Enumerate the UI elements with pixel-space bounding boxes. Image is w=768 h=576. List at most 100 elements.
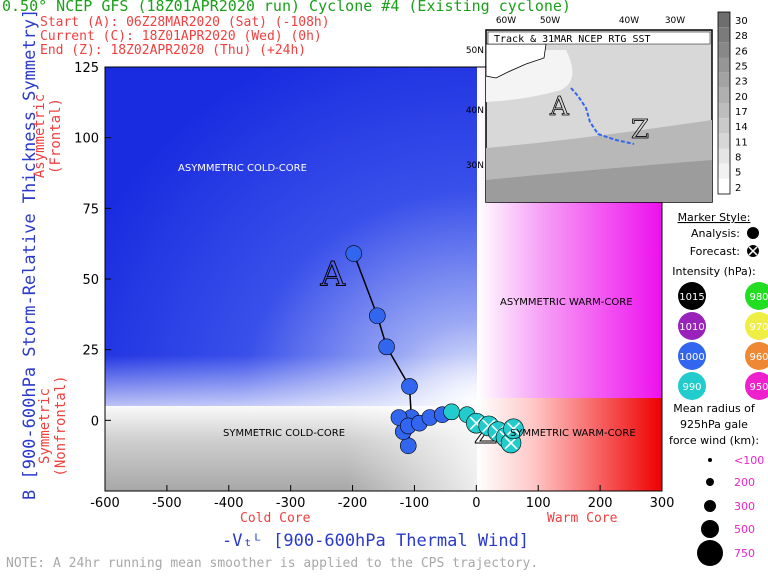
legend-intensity: Intensity (hPa):: [672, 265, 756, 278]
inset-lat-label: 30N: [466, 161, 484, 171]
legend-radius-value: 500: [734, 523, 755, 536]
colorbar-swatch: [718, 57, 730, 73]
x-tick-label: -300: [276, 496, 306, 511]
current-time-info: Current (C): 18Z01APR2020 (Wed) (0h): [40, 29, 322, 44]
inset-land: [485, 43, 547, 79]
legend-forecast-x: [748, 246, 758, 256]
colorbar-label: 11: [735, 137, 748, 148]
x-tick-label: -200: [338, 496, 368, 511]
y-tick-label: 0: [91, 414, 99, 429]
colorbar-swatch: [718, 148, 730, 164]
cold-core-label: Cold Core: [240, 511, 311, 526]
region-label-asym-cold: ASYMMETRIC COLD-CORE: [178, 163, 307, 174]
analysis-point: [399, 437, 417, 455]
region-label-sym-warm: SYMMETRIC WARM-CORE: [510, 428, 636, 439]
colorbar-swatch: [718, 72, 730, 88]
legend-intensity-swatch: [745, 312, 768, 340]
legend-intensity-swatch: [678, 342, 706, 370]
region-label-sym-cold: SYMMETRIC COLD-CORE: [223, 428, 346, 439]
inset-warmest-sst: [486, 160, 712, 202]
legend-radius-value: 300: [734, 500, 755, 513]
legend-intensity-value: 990: [682, 382, 701, 393]
y-tick-label: 25: [82, 344, 99, 359]
legend-intensity-value: 980: [749, 292, 768, 303]
colorbar-swatch: [718, 133, 730, 149]
y-tick-label: 50: [82, 273, 99, 288]
x-tick-label: -400: [214, 496, 244, 511]
colorbar-label: 8: [735, 153, 741, 164]
end-time-info: End (Z): 18Z02APR2020 (Thu) (+24h): [40, 43, 307, 58]
colorbar-label: 30: [735, 16, 748, 27]
smoother-note: NOTE: A 24hr running mean smoother is ap…: [6, 556, 539, 571]
asym-cold-fade: [105, 67, 477, 406]
x-axis-label: -Vₜᴸ [900-600hPa Thermal Wind]: [222, 531, 530, 551]
colorbar-swatch: [718, 163, 730, 179]
colorbar-swatch: [718, 12, 730, 28]
legend-analysis-icon: [747, 227, 759, 239]
colorbar-swatch: [718, 42, 730, 58]
legend-radius-value: <100: [734, 454, 764, 467]
inset-lon-label: 30W: [665, 16, 685, 26]
legend-marker-style: Marker Style:: [678, 211, 751, 224]
legend-intensity-swatch: [678, 312, 706, 340]
chart-title: 0.50° NCEP GFS (18Z01APR2020 run) Cyclon…: [2, 0, 571, 15]
inset-title: Track & 31MAR NCEP RTG SST: [494, 34, 651, 45]
legend-intensity-swatch: [745, 372, 768, 400]
legend-intensity-value: 960: [749, 352, 768, 363]
legend-intensity-value: 1000: [679, 352, 704, 363]
track-inset-map: Track & 31MAR NCEP RTG SST 60W 50W 40W 30W 50…: [466, 11, 748, 203]
start-marker-a: A: [319, 254, 345, 294]
inset-track: [570, 87, 635, 145]
analysis-point: [401, 378, 418, 395]
legend-radius-swatch: [697, 540, 723, 566]
colorbar-label: 25: [735, 62, 748, 73]
colorbar-swatch: [718, 118, 730, 134]
legend-radius-title: 925hPa gale: [680, 418, 748, 431]
legend-intensity-value: 1015: [679, 292, 704, 303]
colorbar-swatch: [718, 87, 730, 103]
legend-intensity-swatch: [745, 342, 768, 370]
legend-radius-swatch: [706, 478, 714, 486]
legend-intensity-value: 970: [749, 322, 768, 333]
colorbar-label: 14: [735, 122, 748, 133]
inset-start-a: A: [549, 92, 570, 122]
analysis-point: [378, 338, 395, 356]
colorbar-frame: [717, 11, 731, 195]
legend-intensity-swatch: [745, 282, 768, 310]
legend-forecast: Forecast:: [690, 245, 740, 258]
region-label-asym-warm: ASYMMETRIC WARM-CORE: [500, 297, 633, 308]
inset-lon-label: 40W: [619, 16, 639, 26]
colorbar-label: 28: [735, 31, 748, 42]
warm-core-label: Warm Core: [547, 511, 618, 526]
x-tick-label: -600: [90, 496, 120, 511]
y-tick-label: 125: [74, 61, 99, 76]
colorbar-swatch: [718, 27, 730, 43]
colorbar-label: 20: [735, 92, 748, 103]
colorbar-label: 26: [735, 46, 748, 57]
inset-lat-label: 40N: [466, 106, 484, 116]
y-tick-label: 100: [74, 132, 99, 147]
x-tick-label: 200: [588, 496, 613, 511]
legend-intensity-swatch: [678, 372, 706, 400]
legend-intensity-value: 950: [749, 382, 768, 393]
legend-intensity-value: 1010: [679, 322, 704, 333]
legend-radius-swatch: [701, 520, 719, 538]
inset-title-box: [487, 31, 711, 45]
x-tick-label: 0: [472, 496, 480, 511]
x-tick-label: 300: [650, 496, 675, 511]
inset-lon-label: 60W: [496, 16, 516, 26]
colorbar-swatch: [718, 103, 730, 119]
legend-radius-title: force wind (km):: [669, 434, 759, 447]
legend-radius-value: 200: [734, 476, 755, 489]
x-tick-label: -500: [152, 496, 182, 511]
legend-analysis: Analysis:: [691, 227, 740, 240]
legend-radius-title: Mean radius of: [673, 402, 756, 415]
y-tick-label: 75: [82, 202, 99, 217]
colorbar-label: 17: [735, 107, 748, 118]
legend-radius-swatch: [704, 500, 716, 512]
analysis-point: [443, 403, 460, 421]
colorbar-swatch: [718, 178, 730, 194]
inset-end-z: Z: [631, 115, 649, 145]
forecast-x-mark: [506, 422, 521, 436]
